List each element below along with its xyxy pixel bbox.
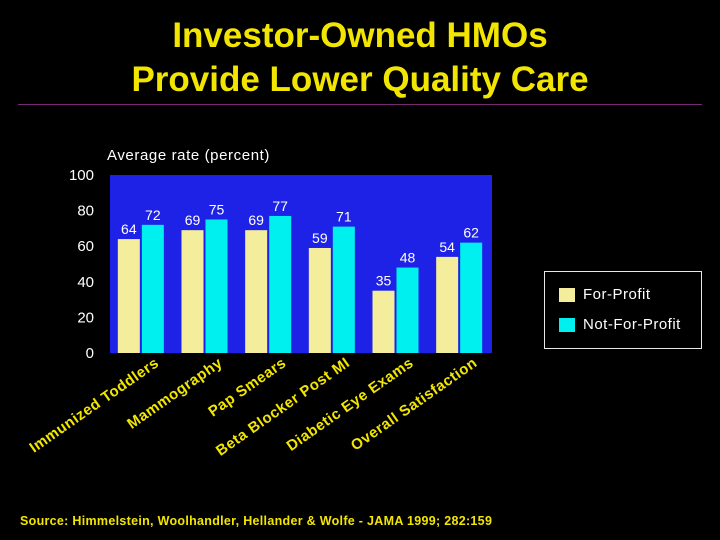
data-label: 71: [336, 209, 352, 225]
bar-not-for-profit: [205, 219, 228, 353]
bar-not-for-profit: [141, 224, 164, 353]
legend-label-not-for-profit: Not-For-Profit: [583, 316, 681, 333]
legend-swatch-not-for-profit: [559, 318, 575, 332]
data-label: 59: [312, 230, 328, 246]
data-label: 69: [248, 212, 264, 228]
data-label: 35: [376, 273, 392, 289]
y-tick-label: 100: [69, 167, 94, 184]
y-tick-label: 40: [77, 274, 94, 291]
chart-title-line-2: Provide Lower Quality Care: [131, 60, 589, 99]
legend-swatch-for-profit: [559, 288, 575, 302]
bar-for-profit: [308, 247, 331, 353]
y-tick-label: 80: [77, 203, 94, 220]
bar-for-profit: [372, 290, 395, 353]
data-label: 62: [463, 225, 479, 241]
chart-title-line-1: Investor-Owned HMOs: [172, 16, 548, 55]
source-citation: Source: Himmelstein, Woolhandler, Hellan…: [20, 514, 493, 528]
data-label: 77: [272, 198, 288, 214]
y-tick-label: 20: [77, 309, 94, 326]
data-label: 64: [121, 221, 137, 237]
data-label: 69: [185, 212, 201, 228]
y-axis-title: Average rate (percent): [107, 147, 270, 164]
data-label: 48: [400, 250, 416, 266]
bar-for-profit: [117, 239, 140, 353]
bar-not-for-profit: [460, 242, 483, 353]
data-label: 72: [145, 207, 161, 223]
y-tick-label: 0: [86, 345, 94, 362]
data-label: 75: [209, 202, 225, 218]
bar-for-profit: [181, 230, 204, 353]
legend-label-for-profit: For-Profit: [583, 286, 651, 303]
bar-not-for-profit: [269, 215, 292, 353]
bar-for-profit: [436, 256, 459, 353]
bar-not-for-profit: [396, 267, 419, 353]
bar-for-profit: [245, 230, 268, 353]
plot-area: [110, 175, 492, 353]
bar-not-for-profit: [332, 226, 355, 353]
chart-legend: For-Profit Not-For-Profit: [544, 271, 702, 349]
data-label: 54: [439, 239, 455, 255]
y-tick-label: 60: [77, 238, 94, 255]
title-divider: [18, 104, 702, 105]
